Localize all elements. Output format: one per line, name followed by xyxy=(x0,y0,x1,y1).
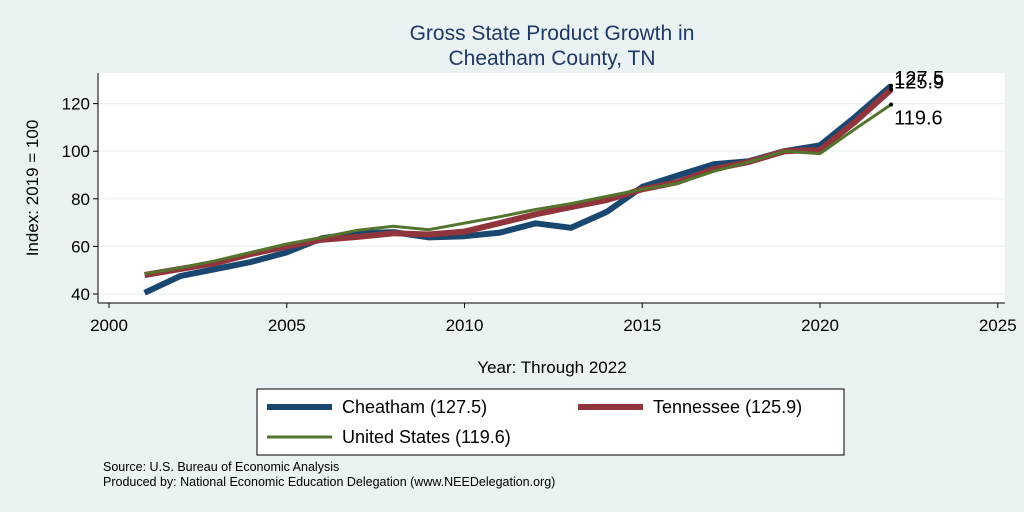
grid xyxy=(98,102,1005,295)
y-axis-title: Index: 2019 = 100 xyxy=(23,120,42,257)
y-tick-label: 40 xyxy=(71,285,90,304)
y-tick-label: 120 xyxy=(62,95,90,114)
y-tick-label: 60 xyxy=(71,237,90,256)
x-tick-label: 2005 xyxy=(268,316,306,335)
title-line-2: Cheatham County, TN xyxy=(449,47,656,70)
legend-label: Cheatham (127.5) xyxy=(342,397,487,417)
legend: Cheatham (127.5) Tennessee (125.9) United … xyxy=(256,388,845,456)
x-tick-label: 2000 xyxy=(90,316,128,335)
series-lines xyxy=(143,83,894,296)
x-tick-label: 2025 xyxy=(979,316,1017,335)
y-tick-label: 100 xyxy=(62,142,90,161)
title-line-1: Gross State Product Growth in xyxy=(410,22,695,45)
series-line-united-states xyxy=(144,103,892,276)
legend-label: Tennessee (125.9) xyxy=(653,397,802,417)
x-tick-label: 2015 xyxy=(623,316,661,335)
source-note: Source: U.S. Bureau of Economic Analysis xyxy=(103,460,340,474)
x-tick-label: 2010 xyxy=(446,316,484,335)
x-axis-title: Year: Through 2022 xyxy=(477,358,626,377)
y-tick-label: 80 xyxy=(71,190,90,209)
end-value-label: 119.6 xyxy=(894,108,943,130)
producer-note: Produced by: National Economic Education… xyxy=(103,475,556,489)
legend-label: United States (119.6) xyxy=(342,427,511,447)
end-point-marker xyxy=(889,87,894,92)
end-value-label: 127.5 xyxy=(894,68,944,90)
x-tick-label: 2020 xyxy=(801,316,839,335)
end-value-label: 125.9 xyxy=(894,72,944,94)
end-point-marker xyxy=(889,83,894,88)
axes: 40 60 80 100 120 2000 2005 2010 2015 2020 2025 xyxy=(62,73,1017,335)
end-point-marker xyxy=(889,102,894,107)
legend-box xyxy=(256,388,845,456)
